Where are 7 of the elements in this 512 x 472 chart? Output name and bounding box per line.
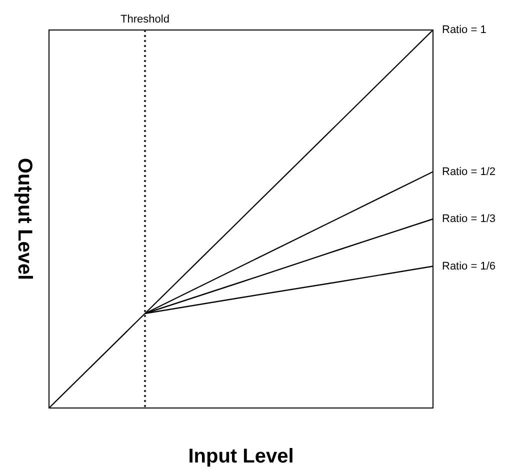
series-label: Ratio = 1/2 [442, 166, 496, 178]
x-axis-title: Input Level [188, 446, 294, 468]
series-label: Ratio = 1/3 [442, 213, 496, 226]
series-label: Ratio = 1 [442, 24, 486, 36]
text: Threshold [120, 14, 170, 26]
series-label: Ratio = 1/6 [442, 260, 496, 272]
y-axis-title: Output Level [13, 158, 36, 280]
